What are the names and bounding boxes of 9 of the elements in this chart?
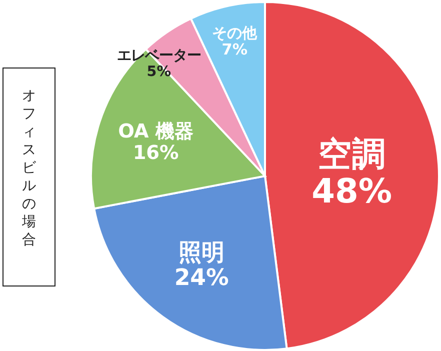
slice-label: その他: [212, 24, 258, 42]
data-label: 16%: [132, 140, 179, 164]
data-label: 24%: [174, 264, 230, 291]
chart-title: オフィスビルの場合: [22, 88, 36, 248]
data-label: 7%: [222, 40, 248, 59]
slice-label: OA 機器: [118, 120, 194, 143]
slice-label: 空調: [318, 134, 386, 174]
slice-label: 照明: [178, 240, 225, 266]
data-label: 48%: [312, 171, 392, 210]
